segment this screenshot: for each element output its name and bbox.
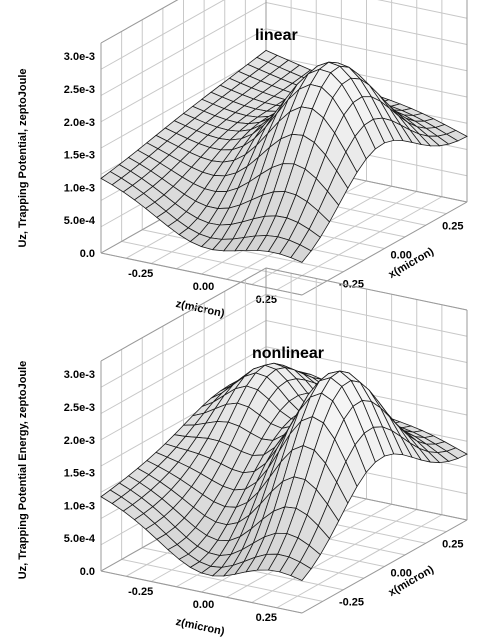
- x-tick-label: 0.25: [442, 538, 463, 550]
- y-tick-label: 3.0e-3: [64, 369, 95, 381]
- x-tick-label: 0.00: [391, 250, 412, 262]
- y-tick-label: 5.0e-4: [64, 215, 96, 227]
- z-axis-label: z(micron): [175, 616, 226, 638]
- z-tick-label: 0.00: [193, 281, 214, 293]
- panel-title: linear: [255, 27, 298, 44]
- floor-grid-line: [251, 509, 417, 603]
- y-tick-label: 1.0e-3: [64, 182, 95, 194]
- z-tick-label: 0.25: [256, 612, 277, 624]
- box-edge: [100, 570, 303, 614]
- box-edge: [100, 252, 303, 296]
- surface-cell: [290, 244, 312, 263]
- y-tick-label: 2.5e-3: [64, 402, 95, 414]
- box-edge: [100, 267, 267, 362]
- surface-cell: [290, 561, 312, 582]
- y-tick-label: 1.5e-3: [64, 468, 95, 480]
- y-tick-label: 5.0e-4: [64, 533, 96, 545]
- y-tick-label: 3.0e-3: [64, 51, 95, 63]
- surface-plot-2: 0.0 5.0e-4 1.0e-3 1.5e-3 2.0e-3 2.5e-3 3.0e-3 -…: [17, 267, 468, 638]
- box-edge: [100, 0, 179, 44]
- box-edge: [265, 267, 468, 311]
- floor-grid-line: [276, 514, 443, 609]
- x-tick-label: -0.25: [339, 279, 364, 291]
- y-tick-label: 2.5e-3: [64, 84, 95, 96]
- y-tick-label: 2.0e-3: [64, 435, 95, 447]
- z-tick-label: 0.00: [193, 599, 214, 611]
- z-tick-label: -0.25: [128, 268, 153, 280]
- panel-title: nonlinear: [252, 345, 324, 362]
- box-edge: [301, 201, 468, 296]
- y-tick-label: 2.0e-3: [64, 117, 95, 129]
- surface-plot-1: 0.0 5.0e-4 1.0e-3 1.5e-3 2.0e-3 2.5e-3 3.0e-3 -…: [17, 0, 468, 320]
- y-tick-label: 1.5e-3: [64, 150, 95, 162]
- y-axis-label: Uz, Trapping Potential Energy, zeptoJoul…: [17, 361, 29, 580]
- y-axis-label: Uz, Trapping Potential, zeptoJoule: [17, 68, 29, 247]
- x-tick-label: -0.25: [339, 597, 364, 609]
- x-tick-label: 0.25: [442, 220, 463, 232]
- z-axis-label: z(micron): [175, 298, 226, 320]
- y-tick-label: 0.0: [80, 248, 95, 260]
- wall-grid-line: [100, 0, 468, 70]
- y-tick-label: 0.0: [80, 566, 95, 578]
- box-edge: [301, 519, 468, 614]
- y-tick-label: 1.0e-3: [64, 500, 95, 512]
- z-tick-label: -0.25: [128, 586, 153, 598]
- floor-grid-line: [276, 196, 443, 291]
- floor-grid-line: [251, 191, 417, 285]
- x-tick-label: 0.00: [391, 568, 412, 580]
